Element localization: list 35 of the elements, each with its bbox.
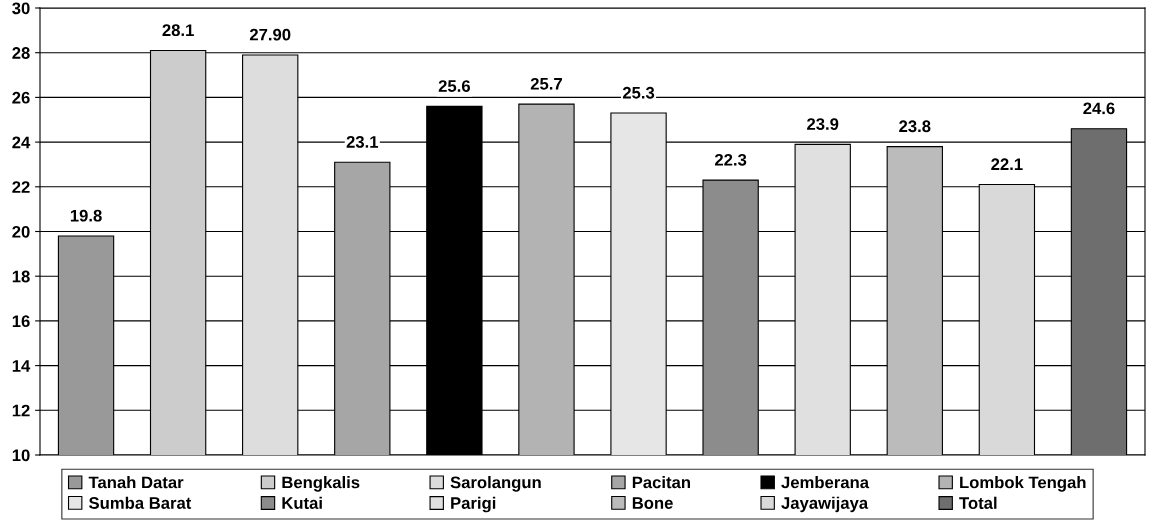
legend-label: Parigi	[451, 496, 496, 513]
data-label: 25.3	[622, 86, 655, 99]
y-tick-label: 24	[12, 136, 31, 149]
y-tick-label: 20	[12, 225, 30, 238]
y-tick-label: 12	[12, 404, 30, 417]
data-label: 28.1	[162, 24, 194, 37]
data-label: 27.90	[249, 28, 291, 41]
legend-label: Sarolangun	[450, 476, 541, 492]
data-label: 22.1	[991, 158, 1023, 170]
data-label: 23.8	[899, 120, 931, 133]
data-label: 23.1	[346, 136, 379, 148]
legend-label: Sumba Barat	[89, 496, 192, 509]
legend-label: Kutai	[282, 496, 322, 509]
y-tick-label: 28	[12, 47, 30, 59]
data-label: 25.7	[530, 77, 562, 90]
y-tick-label: 22	[12, 181, 30, 193]
data-label: 23.9	[807, 118, 839, 130]
data-label: 22.3	[714, 153, 747, 166]
data-label: 24.6	[1083, 102, 1115, 115]
data-label: 19.8	[70, 209, 102, 222]
legend-label: Lombok Tengah	[960, 476, 1086, 492]
legend-label: Jayawijaya	[781, 496, 869, 513]
y-tick-label: 10	[12, 449, 30, 462]
legend-label: Jemberana	[781, 476, 870, 489]
y-tick-label: 30	[12, 2, 30, 15]
data-label: 25.6	[438, 80, 470, 92]
legend-label: Tanah Datar	[88, 476, 184, 489]
y-tick-label: 26	[12, 91, 30, 104]
y-tick-label: 14	[12, 360, 31, 372]
legend-label: Total	[959, 496, 997, 509]
legend-label: Bengkalis	[282, 476, 360, 492]
legend-label: Bone	[632, 497, 673, 509]
y-tick-label: 18	[12, 270, 30, 283]
legend-label: Pacitan	[632, 476, 690, 489]
y-tick-label: 16	[12, 315, 30, 328]
